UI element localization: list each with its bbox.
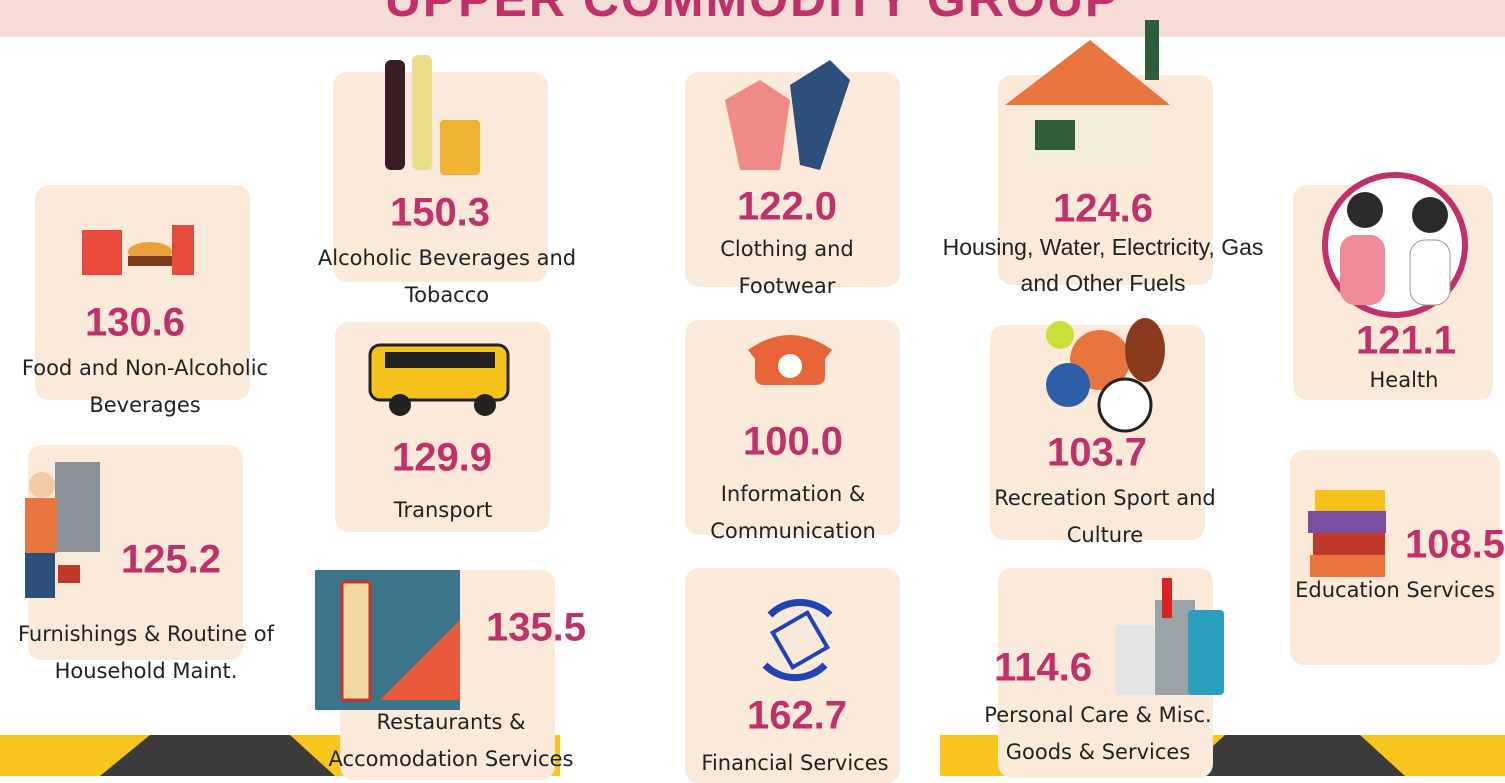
title: UPPER COMMODITY GROUP [0, 0, 1505, 28]
label: Food and Non-Alcoholic Beverages [21, 356, 269, 417]
label: Information & Communication [710, 482, 876, 543]
header-band [0, 0, 1505, 37]
value: 108.5 [1404, 522, 1505, 567]
card [333, 72, 548, 282]
value: 103.7 [1046, 430, 1148, 475]
value: 150.3 [389, 190, 491, 235]
value: 100.0 [742, 419, 844, 464]
label: Health [1369, 368, 1439, 392]
label: Personal Care & Misc. Goods & Services [984, 703, 1212, 764]
label: Education Services [1295, 578, 1495, 602]
label: Housing, Water, Electricity, Gas and Oth… [942, 234, 1264, 296]
value: 130.6 [84, 300, 186, 345]
footer-shape [1180, 735, 1405, 776]
value: 114.6 [994, 645, 1092, 690]
label: Clothing and Footwear [720, 237, 854, 298]
value: 135.5 [485, 605, 587, 650]
label: Alcoholic Beverages and Tobacco [317, 246, 577, 307]
value: 129.9 [391, 435, 493, 480]
value: 121.1 [1355, 318, 1457, 363]
value: 122.0 [736, 184, 838, 229]
value: 162.7 [746, 693, 848, 738]
label: Restaurants & Accomodation Services [328, 710, 574, 771]
value: 124.6 [1052, 186, 1154, 231]
value: 125.2 [120, 537, 222, 582]
footer-shape [100, 735, 335, 776]
label: Transport [393, 498, 493, 522]
label: Furnishings & Routine of Household Maint… [17, 622, 275, 683]
label: Financial Services [701, 751, 889, 775]
card [35, 185, 250, 400]
label: Recreation Sport and Culture [994, 486, 1216, 547]
